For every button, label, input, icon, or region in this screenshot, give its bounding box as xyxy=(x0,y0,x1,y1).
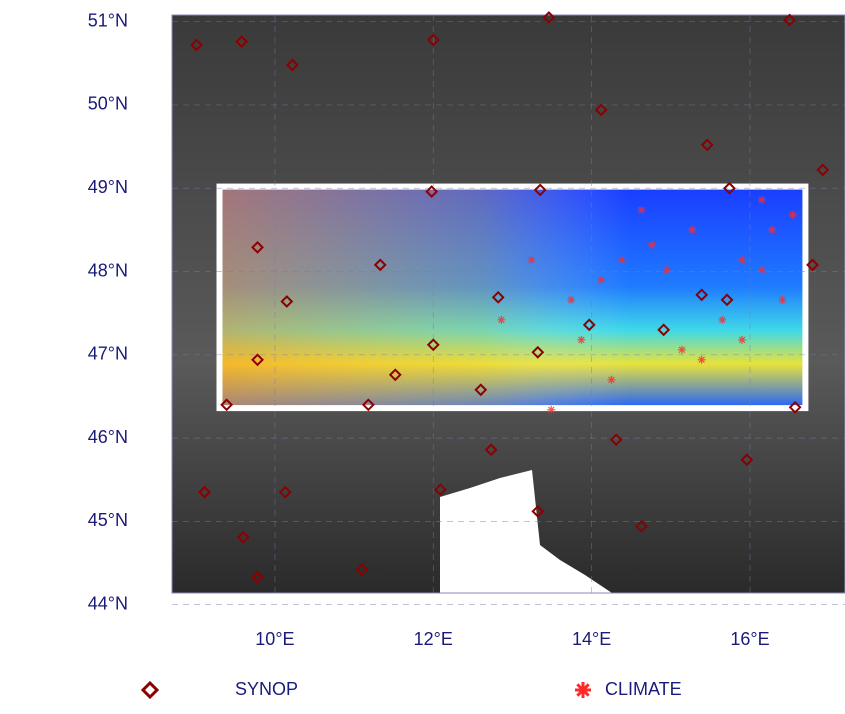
page: 44°N 45°N 46°N 47°N 48°N 49°N 50°N 51°N 10°E 12°E… xyxy=(0,0,845,709)
legend-marker xyxy=(575,682,591,698)
x-tick-label: 10°E xyxy=(255,629,294,649)
climate-station xyxy=(678,346,686,354)
y-tick-label: 46°N xyxy=(88,427,128,447)
y-tick-label: 51°N xyxy=(88,10,128,30)
y-tick-label: 44°N xyxy=(88,593,128,613)
x-tick-label: 14°E xyxy=(572,629,611,649)
legend-marker xyxy=(143,683,157,697)
climate-station xyxy=(778,296,786,304)
climate-station xyxy=(577,336,585,344)
climate-station xyxy=(738,336,746,344)
climate-station xyxy=(607,376,615,384)
map: 44°N 45°N 46°N 47°N 48°N 49°N 50°N 51°N 10°E 12°E… xyxy=(0,0,845,709)
climate-station xyxy=(758,266,766,274)
legend-label: SYNOP xyxy=(235,679,298,699)
climate-station xyxy=(688,226,696,234)
y-tick-label: 45°N xyxy=(88,510,128,530)
climate-station xyxy=(663,266,671,274)
climate-station xyxy=(597,276,605,284)
x-tick-label: 16°E xyxy=(730,629,769,649)
legend-label: CLIMATE xyxy=(605,679,682,699)
climate-station xyxy=(789,211,797,219)
y-tick-label: 47°N xyxy=(88,344,128,364)
climate-station xyxy=(768,226,776,234)
y-tick-label: 49°N xyxy=(88,177,128,197)
x-tick-label: 12°E xyxy=(414,629,453,649)
y-tick-label: 50°N xyxy=(88,94,128,114)
climate-station xyxy=(547,406,555,414)
y-tick-label: 48°N xyxy=(88,260,128,280)
climate-station xyxy=(718,316,726,324)
climate-station xyxy=(698,356,706,364)
climate-station xyxy=(738,256,746,264)
climate-station xyxy=(618,256,626,264)
domain-overlay xyxy=(220,187,806,409)
climate-station xyxy=(648,241,656,249)
climate-station xyxy=(758,196,766,204)
climate-station xyxy=(497,316,505,324)
climate-station xyxy=(567,296,575,304)
climate-station xyxy=(638,206,646,214)
climate-station xyxy=(527,256,535,264)
